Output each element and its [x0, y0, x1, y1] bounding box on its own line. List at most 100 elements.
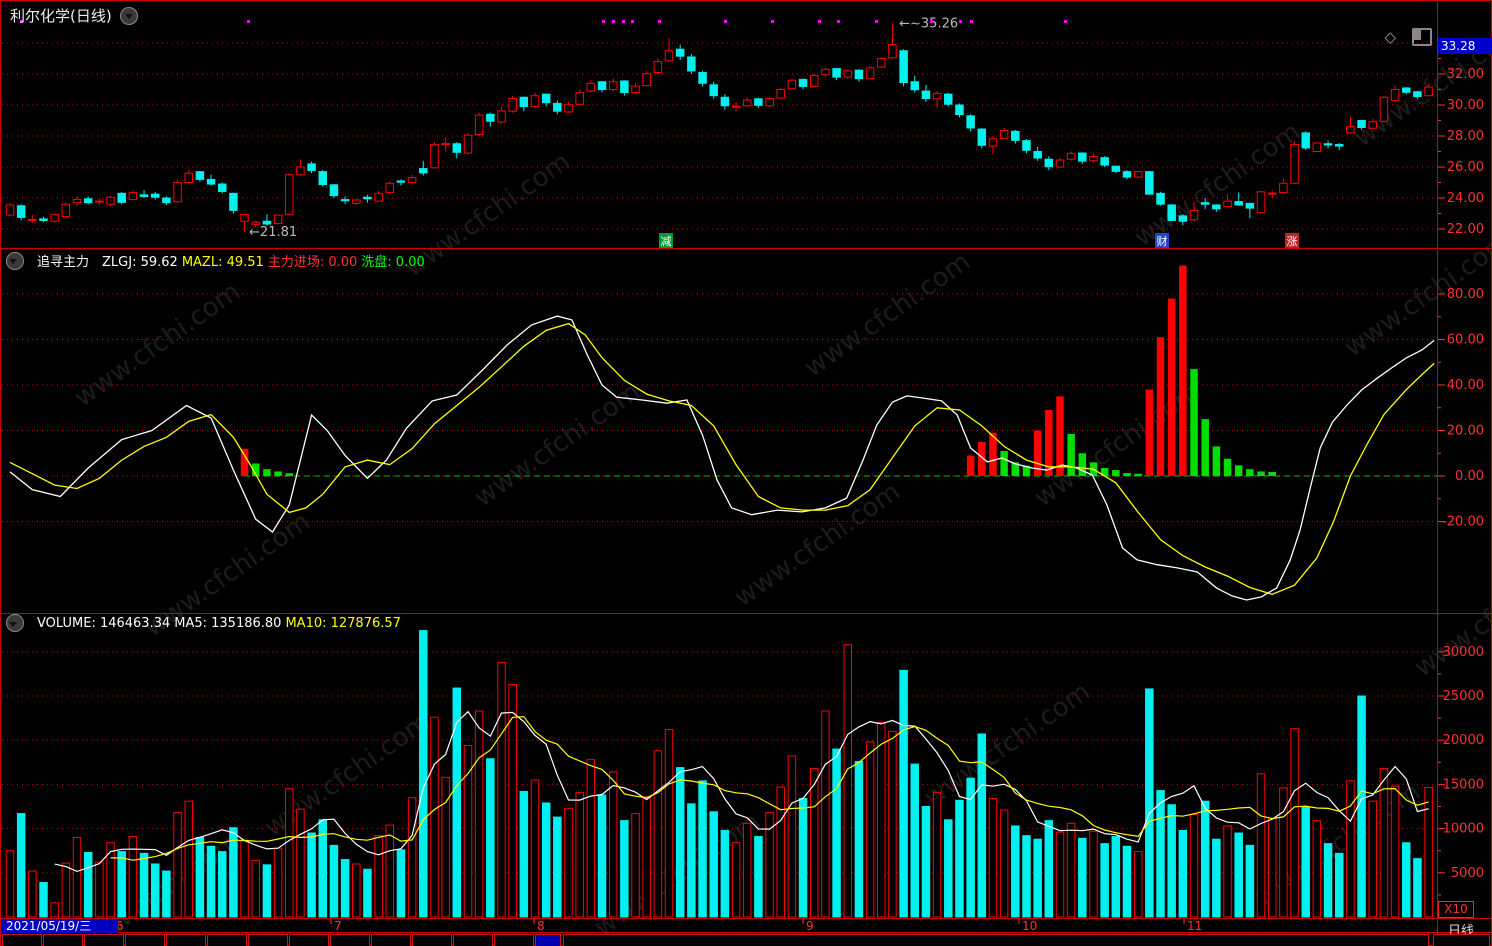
chevron-down-icon[interactable] [119, 6, 138, 25]
candle [486, 113, 495, 122]
volume-multiplier-badge: X10 [1438, 901, 1474, 918]
washout-bar [1201, 419, 1209, 476]
volume-ma5-line [54, 710, 1429, 873]
toolbar-button[interactable] [207, 934, 247, 946]
volume-bar [910, 763, 920, 918]
candle [195, 171, 205, 180]
signal-dot [818, 20, 821, 23]
washout-bar [1223, 458, 1232, 476]
collapse-volume-icon[interactable] [6, 614, 24, 632]
toolbar-button[interactable] [453, 934, 493, 946]
volume-bar [229, 827, 238, 918]
y-axis-label: 30000 [1443, 645, 1484, 660]
toolbar-button[interactable] [248, 934, 288, 946]
volume-bar [1402, 842, 1411, 918]
main-force-bar [240, 448, 249, 476]
signal-dot [20, 20, 23, 23]
volume-bar [787, 755, 797, 918]
washout-bar [1123, 473, 1131, 476]
volume-bar [385, 824, 395, 918]
volume-bar [396, 849, 406, 918]
volume-bar [1212, 838, 1221, 918]
toolbar-button[interactable] [494, 934, 534, 946]
candle [620, 80, 629, 94]
toolbar-button[interactable] [412, 934, 452, 946]
candle [206, 178, 216, 185]
candle [1189, 209, 1199, 221]
volume-bar [1167, 804, 1176, 918]
main-force-bar [1179, 265, 1187, 476]
toolbar-button[interactable] [1433, 934, 1490, 946]
candle [1267, 192, 1277, 195]
volume-bar [821, 710, 830, 918]
volume-bar [620, 820, 629, 918]
candle [329, 184, 339, 197]
toolbar-button[interactable] [84, 934, 124, 946]
washout-bar [274, 471, 282, 476]
candle [553, 102, 562, 112]
volume-bar [932, 791, 942, 918]
ma10-value: MA10: 127876.57 [285, 615, 401, 631]
candle [61, 203, 71, 218]
toolbar-button[interactable] [330, 934, 370, 946]
volume-bar [1413, 858, 1422, 918]
volume-bar [809, 767, 819, 918]
y-axis-label: 10000 [1443, 822, 1484, 837]
candle [273, 214, 283, 225]
candle [1301, 132, 1310, 149]
toolbar-button[interactable] [166, 934, 206, 946]
volume-bar [28, 870, 37, 918]
candle [888, 44, 897, 59]
volume-values: VOLUME: 146463.34 MA5: 135186.80 MA10: 127… [37, 616, 405, 631]
candle [877, 58, 886, 68]
volume-bar [117, 851, 126, 918]
toolbar-button[interactable] [43, 934, 83, 946]
last-price-box: 33.28 [1438, 38, 1492, 54]
volume-bar [888, 730, 897, 918]
candle [642, 73, 651, 87]
signal-dot [930, 20, 933, 23]
toolbar-button[interactable] [2, 934, 42, 946]
volume-bar [1011, 825, 1020, 918]
title-bar: 利尔化学(日线) [10, 5, 138, 26]
y-axis-label: 25000 [1443, 689, 1484, 704]
candle [809, 75, 819, 87]
volume-bar [1357, 695, 1366, 918]
candle [821, 68, 830, 76]
volume-bar [173, 812, 182, 918]
volume-bar [720, 829, 730, 918]
collapse-indicator-icon[interactable] [6, 251, 24, 270]
volume-bar [687, 803, 696, 918]
high-annotation: ←~35.26 [899, 17, 958, 32]
toolbar-button[interactable] [535, 934, 561, 946]
volume-bar [1145, 688, 1154, 918]
signal-dot [875, 20, 878, 23]
volume-value: VOLUME: 146463.34 [37, 615, 171, 631]
volume-bar [72, 836, 82, 918]
volume-bar [1234, 832, 1243, 918]
toolbar-button[interactable] [289, 934, 329, 946]
diamond-icon[interactable]: ◇ [1384, 28, 1396, 46]
candle [787, 79, 797, 90]
candle [1402, 87, 1411, 93]
candle [1368, 121, 1377, 129]
candle [1223, 200, 1232, 208]
volume-bar [988, 798, 998, 918]
top-right-icons: ◇ [1384, 28, 1432, 46]
volume-bar [1346, 780, 1355, 918]
zlgj-line [9, 315, 1435, 601]
candle [586, 82, 596, 92]
toolbar-button[interactable] [371, 934, 411, 946]
volume-bar [463, 745, 473, 918]
candle [474, 114, 484, 135]
candle [139, 194, 149, 197]
volume-bar [251, 859, 260, 918]
candle [1156, 192, 1165, 205]
toolbar-button[interactable] [125, 934, 165, 946]
zhuli-jinchang-value: 主力进场: 0.00 [267, 255, 358, 270]
split-window-icon[interactable] [1412, 28, 1432, 46]
low-annotation: ←21.81 [249, 225, 297, 240]
candle [865, 67, 875, 80]
